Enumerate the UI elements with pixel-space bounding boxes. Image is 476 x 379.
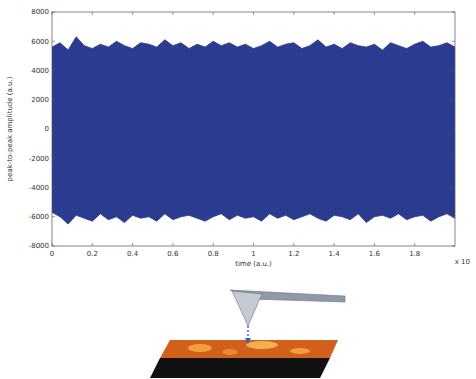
y-tick: [52, 70, 55, 71]
afm-illustration: [150, 290, 345, 378]
y-tick: [452, 216, 455, 217]
x-axis-title: time (a.u.): [235, 260, 272, 268]
y-tick: [452, 129, 455, 130]
x-tick: [253, 12, 254, 15]
x-tick-label: 0.6: [167, 250, 179, 258]
y-tick-label: -6000: [29, 213, 49, 221]
page: {"chart_data": {"type": "area", "xlabel"…: [0, 0, 476, 379]
x-tick: [52, 12, 53, 15]
y-tick-label: -2000: [29, 155, 49, 163]
x-tick: [334, 243, 335, 246]
x-tick: [213, 243, 214, 246]
y-tick-label: 8000: [31, 8, 49, 16]
y-tick: [452, 187, 455, 188]
y-tick: [452, 158, 455, 159]
surface-bump: [188, 344, 212, 352]
tip-arrow: [245, 338, 251, 344]
y-tick-label: -8000: [29, 242, 49, 250]
surface-bump: [222, 349, 238, 355]
x-axis-multiplier: x 10: [455, 258, 470, 266]
y-tick-label: 6000: [31, 38, 49, 46]
y-tick: [52, 158, 55, 159]
signal-area: [52, 129, 455, 224]
surface-bump: [290, 348, 310, 354]
x-tick-label: 1.6: [369, 250, 381, 258]
y-tick-label: 0: [45, 125, 49, 133]
y-tick: [52, 129, 55, 130]
x-tick: [374, 12, 375, 15]
x-tick: [374, 243, 375, 246]
y-tick: [52, 246, 55, 247]
x-tick: [92, 12, 93, 15]
sample-surface: [160, 340, 338, 358]
y-tick: [452, 41, 455, 42]
x-tick: [52, 243, 53, 246]
figure: -8000 -6000 -4000 -2000 0 2000 4000 6000 8000 0 0.…: [0, 0, 476, 379]
x-tick-label: 0: [50, 250, 54, 258]
x-tick: [334, 12, 335, 15]
x-tick: [172, 243, 173, 246]
plot-marks: [52, 37, 455, 224]
y-tick: [52, 216, 55, 217]
y-tick: [52, 12, 55, 13]
y-tick-label: 2000: [31, 96, 49, 104]
x-tick-label: 0.4: [127, 250, 139, 258]
x-tick: [132, 12, 133, 15]
y-axis-title: peak-to-peak amplitude (a.u.): [6, 76, 14, 181]
y-tick-label: 4000: [31, 67, 49, 75]
x-tick-label: 1.2: [288, 250, 299, 258]
x-tick-label: 1.8: [409, 250, 420, 258]
x-tick-label: 0.8: [208, 250, 219, 258]
y-tick: [52, 41, 55, 42]
y-tick: [452, 70, 455, 71]
y-tick: [52, 187, 55, 188]
x-tick: [172, 12, 173, 15]
x-tick-label: 0.2: [87, 250, 98, 258]
y-tick: [452, 12, 455, 13]
surface-bump: [246, 341, 278, 349]
tip: [232, 291, 262, 326]
x-tick-label: 1.4: [329, 250, 341, 258]
plot-frame: [52, 12, 455, 246]
x-tick: [414, 243, 415, 246]
x-tick: [414, 12, 415, 15]
x-tick: [213, 12, 214, 15]
y-tick-label: -4000: [29, 184, 49, 192]
sample-base: [150, 358, 330, 378]
x-tick: [253, 243, 254, 246]
signal-area: [52, 37, 455, 129]
x-tick: [293, 243, 294, 246]
y-tick: [452, 246, 455, 247]
x-tick: [293, 12, 294, 15]
x-tick: [132, 243, 133, 246]
x-tick-label: 1: [251, 250, 255, 258]
y-tick: [452, 99, 455, 100]
x-tick: [92, 243, 93, 246]
y-tick: [52, 99, 55, 100]
